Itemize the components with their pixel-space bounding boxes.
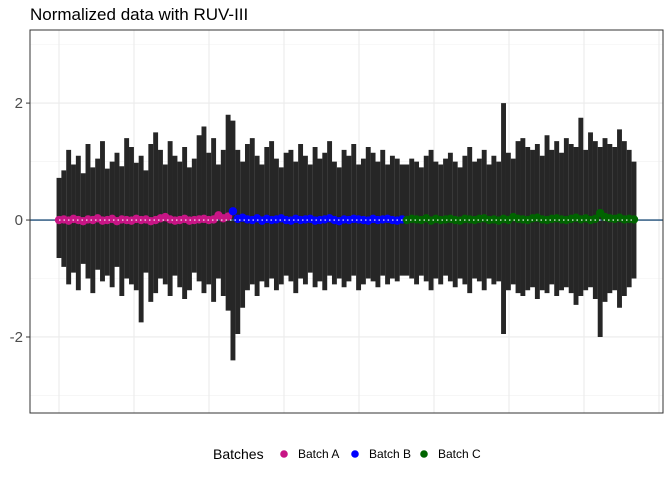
legend-key-batch-c [420,450,428,458]
y-tick-label-0: -2 [10,329,23,346]
median-points [54,207,639,226]
panel-border [29,29,664,414]
chart-title: Normalized data with RUV-III [30,5,248,24]
median-point-batch-b-37 [228,207,238,216]
median-point-batch-c-112 [591,214,600,224]
legend-label-batch-c: Batch C [438,447,481,461]
y-tick-label-2: 2 [15,95,23,112]
legend-key-batch-a [280,450,288,458]
legend-label-batch-a: Batch A [298,447,339,461]
y-axis: -2 0 2 [10,95,30,346]
plot-panel [29,29,664,414]
legend-title: Batches [213,446,264,462]
legend: Batches Batch A Batch B Batch C [213,446,481,462]
legend-key-batch-b [351,450,359,458]
median-point-batch-c-120 [629,215,639,224]
legend-entries: Batch A Batch B Batch C [280,447,481,461]
legend-label-batch-b: Batch B [369,447,411,461]
y-tick-label-1: 0 [15,212,23,229]
